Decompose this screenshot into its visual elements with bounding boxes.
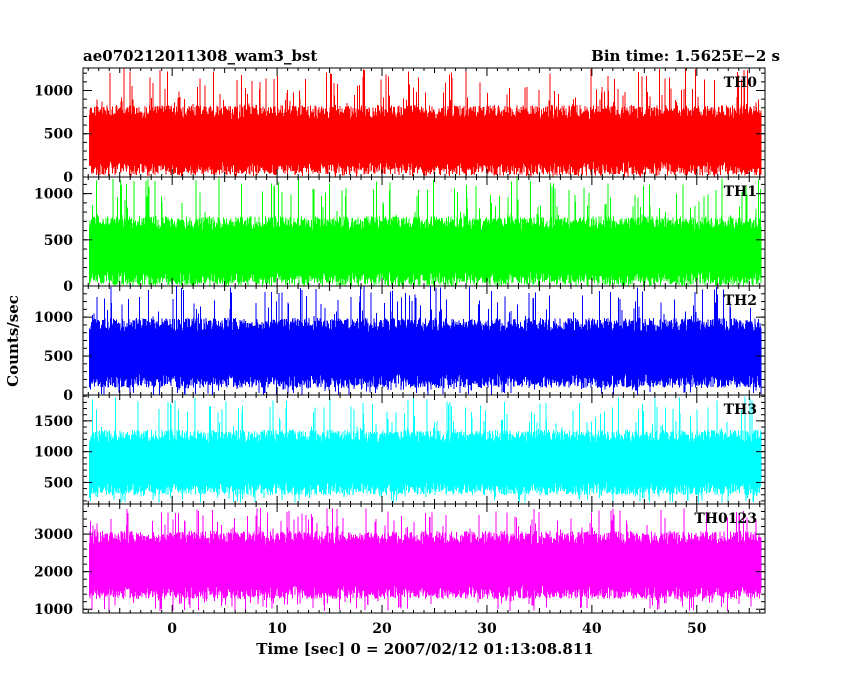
y-tick-label: 1000 (34, 445, 73, 461)
y-tick-label: 1000 (34, 83, 73, 99)
y-tick-label: 1000 (34, 187, 73, 203)
y-tick-label: 1000 (34, 602, 73, 618)
panel-label-th1: TH1 (724, 184, 757, 200)
chart-title-left: ae070212011308_wam3_bst (83, 47, 317, 65)
y-tick-label: 1000 (34, 310, 73, 326)
series-th1 (88, 177, 762, 286)
y-tick-label: 3000 (34, 527, 73, 543)
series-th0123 (88, 508, 762, 611)
panels-layer: 0 500 1000 TH0 0 500 1000 TH1 0 500 1000 TH2 500 1000… (34, 67, 766, 618)
x-tick-label: 30 (477, 621, 497, 637)
panel-th0123: 1000 2000 3000 TH0123 (34, 503, 766, 618)
x-tick-label: 0 (167, 621, 177, 637)
x-tick-label: 20 (372, 621, 392, 637)
y-tick-label: 500 (44, 127, 73, 143)
panel-label-th0123: TH0123 (694, 511, 757, 527)
series-th3 (88, 396, 762, 503)
panel-label-th2: TH2 (724, 293, 757, 309)
x-tick-label: 50 (687, 621, 707, 637)
panel-label-th0: TH0 (724, 75, 758, 91)
y-tick-label: 1500 (34, 414, 73, 430)
panel-label-th3: TH3 (724, 402, 757, 418)
y-tick-label: 500 (44, 475, 73, 491)
y-tick-label: 500 (44, 233, 73, 249)
panel-th0: 0 500 1000 TH0 (34, 67, 766, 186)
series-th0 (88, 68, 762, 177)
x-axis-label: Time [sec] 0 = 2007/02/12 01:13:08.811 (256, 640, 593, 658)
y-tick-label: 2000 (34, 565, 73, 581)
y-tick-label: 0 (63, 170, 73, 186)
y-tick-label: 0 (63, 388, 73, 404)
panel-th1: 0 500 1000 TH1 (34, 176, 766, 295)
x-axis: 0 10 20 30 40 50 (167, 621, 706, 637)
y-tick-label: 500 (44, 349, 73, 365)
panel-th2: 0 500 1000 TH2 (34, 285, 766, 404)
panel-th3: 500 1000 1500 TH3 (34, 394, 766, 505)
x-tick-label: 10 (267, 621, 287, 637)
x-tick-label: 40 (582, 621, 602, 637)
y-axis-label: Counts/sec (4, 295, 22, 387)
series-th2 (88, 286, 762, 395)
y-tick-label: 0 (63, 279, 73, 295)
chart-title-right: Bin time: 1.5625E−2 s (591, 47, 780, 65)
